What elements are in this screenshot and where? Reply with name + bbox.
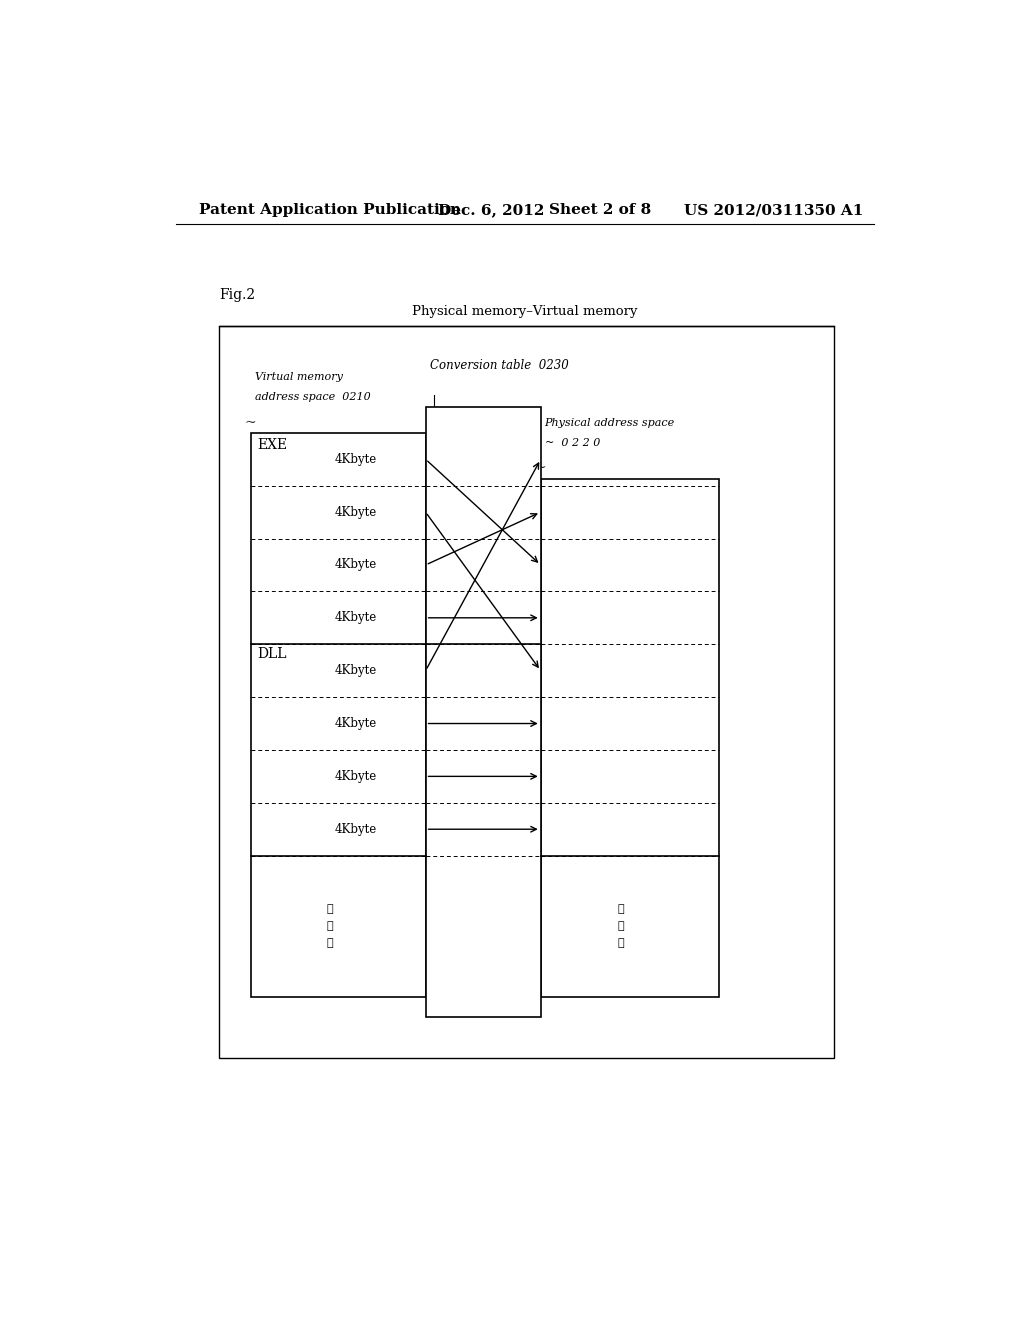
Text: ⋮: ⋮ [617, 939, 625, 948]
Text: ⋮: ⋮ [617, 904, 625, 915]
Text: 4Kbyte: 4Kbyte [335, 611, 377, 624]
Text: Fig.2: Fig.2 [219, 289, 255, 302]
Text: 4Kbyte: 4Kbyte [335, 770, 377, 783]
Text: 4Kbyte: 4Kbyte [335, 717, 377, 730]
Text: ~  0 2 2 0: ~ 0 2 2 0 [545, 438, 600, 447]
Text: ⋮: ⋮ [617, 921, 625, 932]
Bar [541, 479, 719, 997]
Text: ~: ~ [245, 416, 256, 430]
Text: address space  0210: address space 0210 [255, 392, 371, 403]
Text: 4Kbyte: 4Kbyte [335, 558, 377, 572]
Text: 4Kbyte: 4Kbyte [335, 664, 377, 677]
Text: Conversion table  0230: Conversion table 0230 [430, 359, 568, 372]
Text: Physical memory–Virtual memory: Physical memory–Virtual memory [412, 305, 638, 318]
Text: US 2012/0311350 A1: US 2012/0311350 A1 [684, 203, 863, 216]
Bar [426, 408, 541, 1018]
Text: Physical address space: Physical address space [545, 417, 675, 428]
Text: ⋮: ⋮ [327, 921, 333, 932]
Text: Virtual memory: Virtual memory [255, 372, 343, 381]
Text: Dec. 6, 2012: Dec. 6, 2012 [437, 203, 544, 216]
Text: ~: ~ [535, 462, 546, 475]
Bar [219, 326, 835, 1057]
Text: Patent Application Publication: Patent Application Publication [200, 203, 462, 216]
Text: ⋮: ⋮ [327, 939, 333, 948]
Text: EXE: EXE [257, 438, 288, 451]
Text: 4Kbyte: 4Kbyte [335, 453, 377, 466]
Text: ⋮: ⋮ [327, 904, 333, 915]
Text: 4Kbyte: 4Kbyte [335, 506, 377, 519]
Text: DLL: DLL [257, 647, 287, 661]
Text: 4Kbyte: 4Kbyte [335, 822, 377, 836]
Bar [251, 433, 426, 997]
Text: Sheet 2 of 8: Sheet 2 of 8 [549, 203, 651, 216]
